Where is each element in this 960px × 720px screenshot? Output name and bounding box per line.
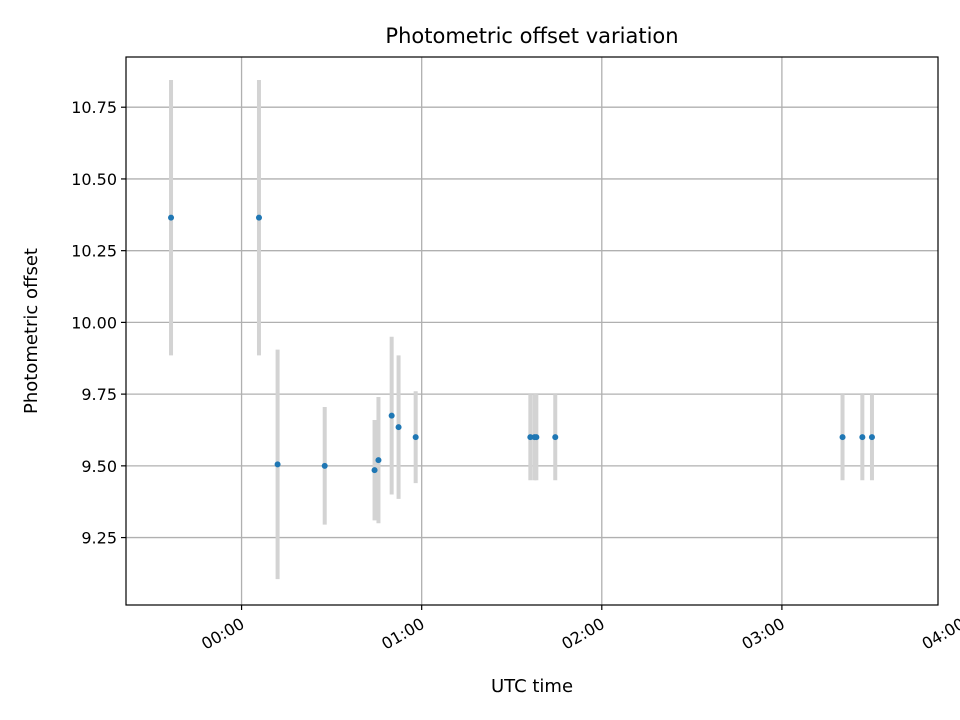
x-tick-label: 00:00 xyxy=(198,614,247,654)
data-point xyxy=(375,457,382,464)
y-tick-label: 10.00 xyxy=(71,313,117,332)
grid-layer xyxy=(126,57,938,605)
x-tick-label: 02:00 xyxy=(558,614,607,654)
data-point xyxy=(395,424,402,431)
x-axis-label: UTC time xyxy=(491,676,573,697)
plot-frame xyxy=(125,56,939,606)
data-point xyxy=(868,434,875,441)
y-tick-label: 10.50 xyxy=(71,170,117,189)
y-tick-label: 9.25 xyxy=(81,529,117,548)
data-point xyxy=(321,462,328,469)
tick-layer: 00:00 01:00 02:00 03:00 04:00 9.25 9.50 9.75 10.… xyxy=(71,98,960,653)
data-point xyxy=(388,412,395,419)
y-tick-label: 9.75 xyxy=(81,385,117,404)
data-point xyxy=(533,434,540,441)
y-axis-label: Photometric offset xyxy=(21,248,42,414)
data-point xyxy=(274,461,281,468)
x-tick-label: 04:00 xyxy=(919,614,960,654)
data-point xyxy=(859,434,866,441)
data-point xyxy=(371,467,378,474)
data-point xyxy=(168,214,175,221)
data-point xyxy=(412,434,419,441)
y-tick-label: 10.25 xyxy=(71,242,117,261)
data-point-layer xyxy=(168,214,875,474)
x-tick-label: 01:00 xyxy=(378,614,427,654)
y-tick-label: 9.50 xyxy=(81,457,117,476)
data-point xyxy=(255,214,262,221)
data-point xyxy=(527,434,534,441)
y-tick-label: 10.75 xyxy=(71,98,117,117)
data-point xyxy=(839,434,846,441)
errorbar-layer xyxy=(169,79,874,580)
data-point xyxy=(552,434,559,441)
x-tick-label: 03:00 xyxy=(738,614,787,654)
chart-title: Photometric offset variation xyxy=(385,24,678,48)
